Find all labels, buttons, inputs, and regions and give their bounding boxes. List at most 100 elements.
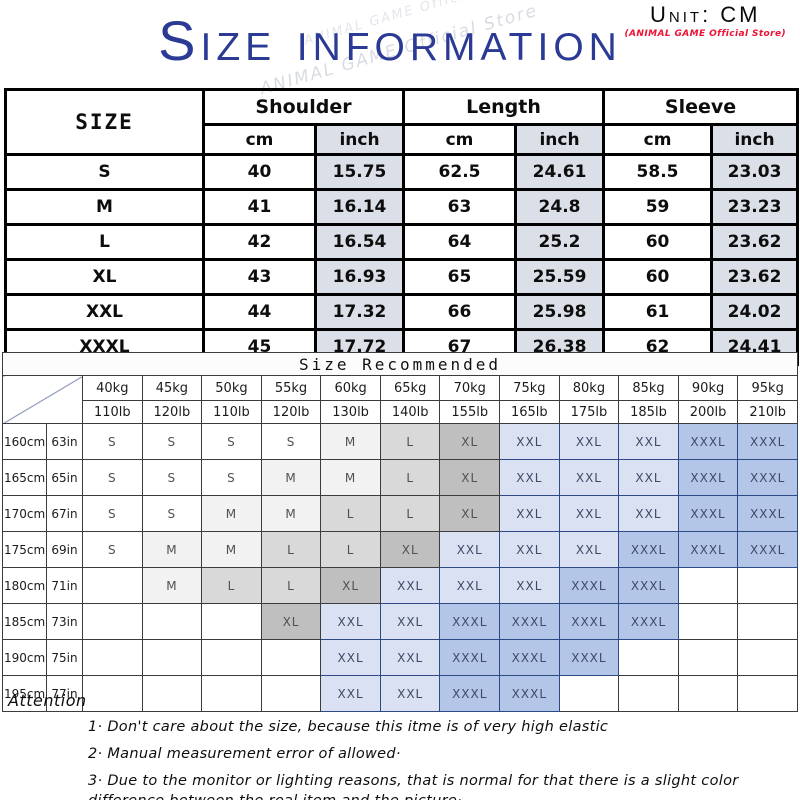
size-cell: M: [320, 423, 381, 460]
size-cell: S: [141, 423, 203, 460]
size-cell: XXXL: [558, 603, 620, 640]
measure-value: 63: [402, 188, 518, 226]
unit-header: inch: [313, 123, 406, 156]
size-cell: S: [82, 531, 143, 568]
size-label: L: [4, 223, 205, 261]
measure-value: 17.32: [313, 293, 406, 331]
page-title: Size information: [158, 9, 622, 72]
size-cell-empty: [82, 603, 143, 640]
weight-lb-header: 110lb: [201, 400, 262, 424]
size-label: S: [4, 153, 205, 191]
size-cell: XL: [260, 603, 322, 640]
weight-kg-header: 85kg: [618, 375, 679, 401]
height-cm-label: 195cm: [2, 675, 47, 712]
size-cell: L: [260, 531, 322, 568]
measure-value: 41: [202, 188, 317, 226]
size-cell: M: [201, 531, 262, 568]
height-in-label: 67in: [46, 495, 83, 532]
size-cell-empty: [618, 639, 679, 676]
size-cell: XXL: [379, 639, 441, 676]
weight-lb-header: 120lb: [260, 400, 322, 424]
unit-header: cm: [602, 123, 714, 156]
size-cell-empty: [82, 639, 143, 676]
height-in-label: 71in: [46, 567, 83, 604]
size-cell: XXXL: [618, 531, 679, 568]
size-cell-empty: [737, 639, 798, 676]
size-cell-empty: [677, 639, 739, 676]
weight-kg-header: 45kg: [141, 375, 203, 401]
measure-value: 60: [602, 223, 714, 261]
measure-value: 64: [402, 223, 518, 261]
measure-value: 59: [602, 188, 714, 226]
measure-value: 66: [402, 293, 518, 331]
size-cell: L: [320, 495, 381, 532]
size-cell: S: [82, 459, 143, 496]
diagonal-corner-cell: [2, 375, 83, 424]
height-in-label: 77in: [46, 675, 83, 712]
size-cell: L: [260, 567, 322, 604]
size-cell-empty: [737, 675, 798, 712]
height-cm-label: 165cm: [2, 459, 47, 496]
measure-value: 40: [202, 153, 317, 191]
measure-value: 25.59: [514, 258, 606, 296]
size-cell: XXL: [499, 423, 560, 460]
size-cell-empty: [260, 675, 322, 712]
size-cell-empty: [677, 603, 739, 640]
size-cell-empty: [677, 675, 739, 712]
height-cm-label: 170cm: [2, 495, 47, 532]
weight-kg-header: 65kg: [379, 375, 441, 401]
size-cell: M: [260, 459, 322, 496]
size-cell-empty: [737, 567, 798, 604]
size-cell-empty: [82, 567, 143, 604]
size-cell-empty: [141, 675, 203, 712]
size-cell: XXL: [379, 675, 441, 712]
size-cell: XXXL: [677, 423, 739, 460]
measure-value: 60: [602, 258, 714, 296]
size-cell: XXL: [499, 567, 560, 604]
size-cell: XXXL: [737, 423, 798, 460]
size-cell: XXL: [618, 495, 679, 532]
size-cell: XXL: [558, 495, 620, 532]
weight-kg-header: 70kg: [439, 375, 501, 401]
size-cell: M: [320, 459, 381, 496]
size-cell: XXXL: [737, 459, 798, 496]
size-cell: XXXL: [558, 639, 620, 676]
weight-lb-header: 165lb: [499, 400, 560, 424]
size-cell-empty: [201, 603, 262, 640]
size-cell: XXL: [618, 423, 679, 460]
measure-group-header: Sleeve: [602, 88, 800, 126]
weight-kg-header: 95kg: [737, 375, 798, 401]
measure-group-header: Shoulder: [201, 88, 406, 126]
weight-kg-header: 80kg: [558, 375, 620, 401]
size-cell: XXXL: [737, 495, 798, 532]
size-label: XL: [4, 258, 205, 296]
weight-kg-header: 40kg: [82, 375, 143, 401]
weight-lb-header: 110lb: [82, 400, 143, 424]
unit-block: Unit: CM (ANIMAL GAME Official Store): [625, 2, 786, 39]
size-cell: M: [260, 495, 322, 532]
measure-value: 42: [202, 223, 317, 261]
weight-kg-header: 55kg: [260, 375, 322, 401]
height-cm-label: 180cm: [2, 567, 47, 604]
store-name-label: (ANIMAL GAME Official Store): [624, 29, 786, 39]
size-cell-empty: [141, 603, 203, 640]
size-cell: M: [141, 531, 203, 568]
measure-value: 65: [402, 258, 518, 296]
size-cell: XXL: [499, 459, 560, 496]
size-cell: XXXL: [737, 531, 798, 568]
size-label: M: [4, 188, 205, 226]
size-cell: XXL: [439, 567, 501, 604]
measure-group-header: Length: [402, 88, 606, 126]
measure-value: 24.61: [514, 153, 606, 191]
measure-value: 16.54: [313, 223, 406, 261]
size-cell: L: [320, 531, 381, 568]
size-cell: XL: [439, 423, 501, 460]
attention-section: Attention 1· Don't care about the size, …: [8, 691, 794, 800]
height-cm-label: 160cm: [2, 423, 47, 460]
weight-kg-header: 90kg: [677, 375, 739, 401]
attention-title: Attention: [8, 691, 87, 710]
measure-value: 23.03: [710, 153, 800, 191]
size-cell-empty: [737, 603, 798, 640]
size-cell: XXXL: [439, 603, 501, 640]
